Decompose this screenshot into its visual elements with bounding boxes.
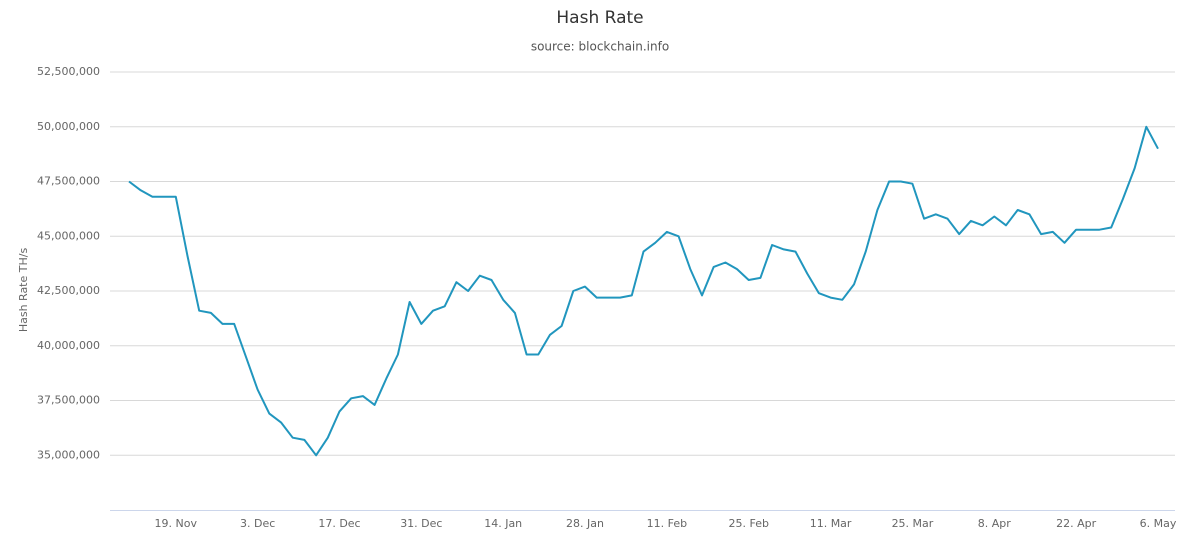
y-tick-label: 40,000,000 — [37, 339, 100, 352]
y-tick-label: 35,000,000 — [37, 448, 100, 461]
x-tick-label: 28. Jan — [566, 517, 604, 530]
x-tick-label: 17. Dec — [318, 517, 360, 530]
chart-title: Hash Rate — [556, 8, 643, 28]
x-tick-label: 11. Feb — [647, 517, 687, 530]
x-tick-label: 14. Jan — [484, 517, 522, 530]
y-tick-label: 42,500,000 — [37, 284, 100, 297]
x-tick-label: 8. Apr — [978, 517, 1011, 530]
y-tick-label: 47,500,000 — [37, 175, 100, 188]
data-line — [128, 125, 1159, 457]
y-tick-label: 50,000,000 — [37, 120, 100, 133]
y-tick-label: 52,500,000 — [37, 65, 100, 78]
y-tick-label: 37,500,000 — [37, 394, 100, 407]
x-tick-label: 3. Dec — [240, 517, 275, 530]
x-tick-label: 22. Apr — [1056, 517, 1096, 530]
x-tick-label: 11. Mar — [810, 517, 852, 530]
y-axis-label: Hash Rate TH/s — [17, 248, 30, 333]
chart-subtitle: source: blockchain.info — [531, 40, 669, 54]
x-tick-label: 25. Feb — [729, 517, 769, 530]
x-tick-label: 6. May — [1140, 517, 1177, 530]
x-tick-label: 31. Dec — [400, 517, 442, 530]
x-tick-label: 19. Nov — [155, 517, 198, 530]
x-tick-label: 25. Mar — [892, 517, 934, 530]
y-tick-label: 45,000,000 — [37, 229, 100, 242]
